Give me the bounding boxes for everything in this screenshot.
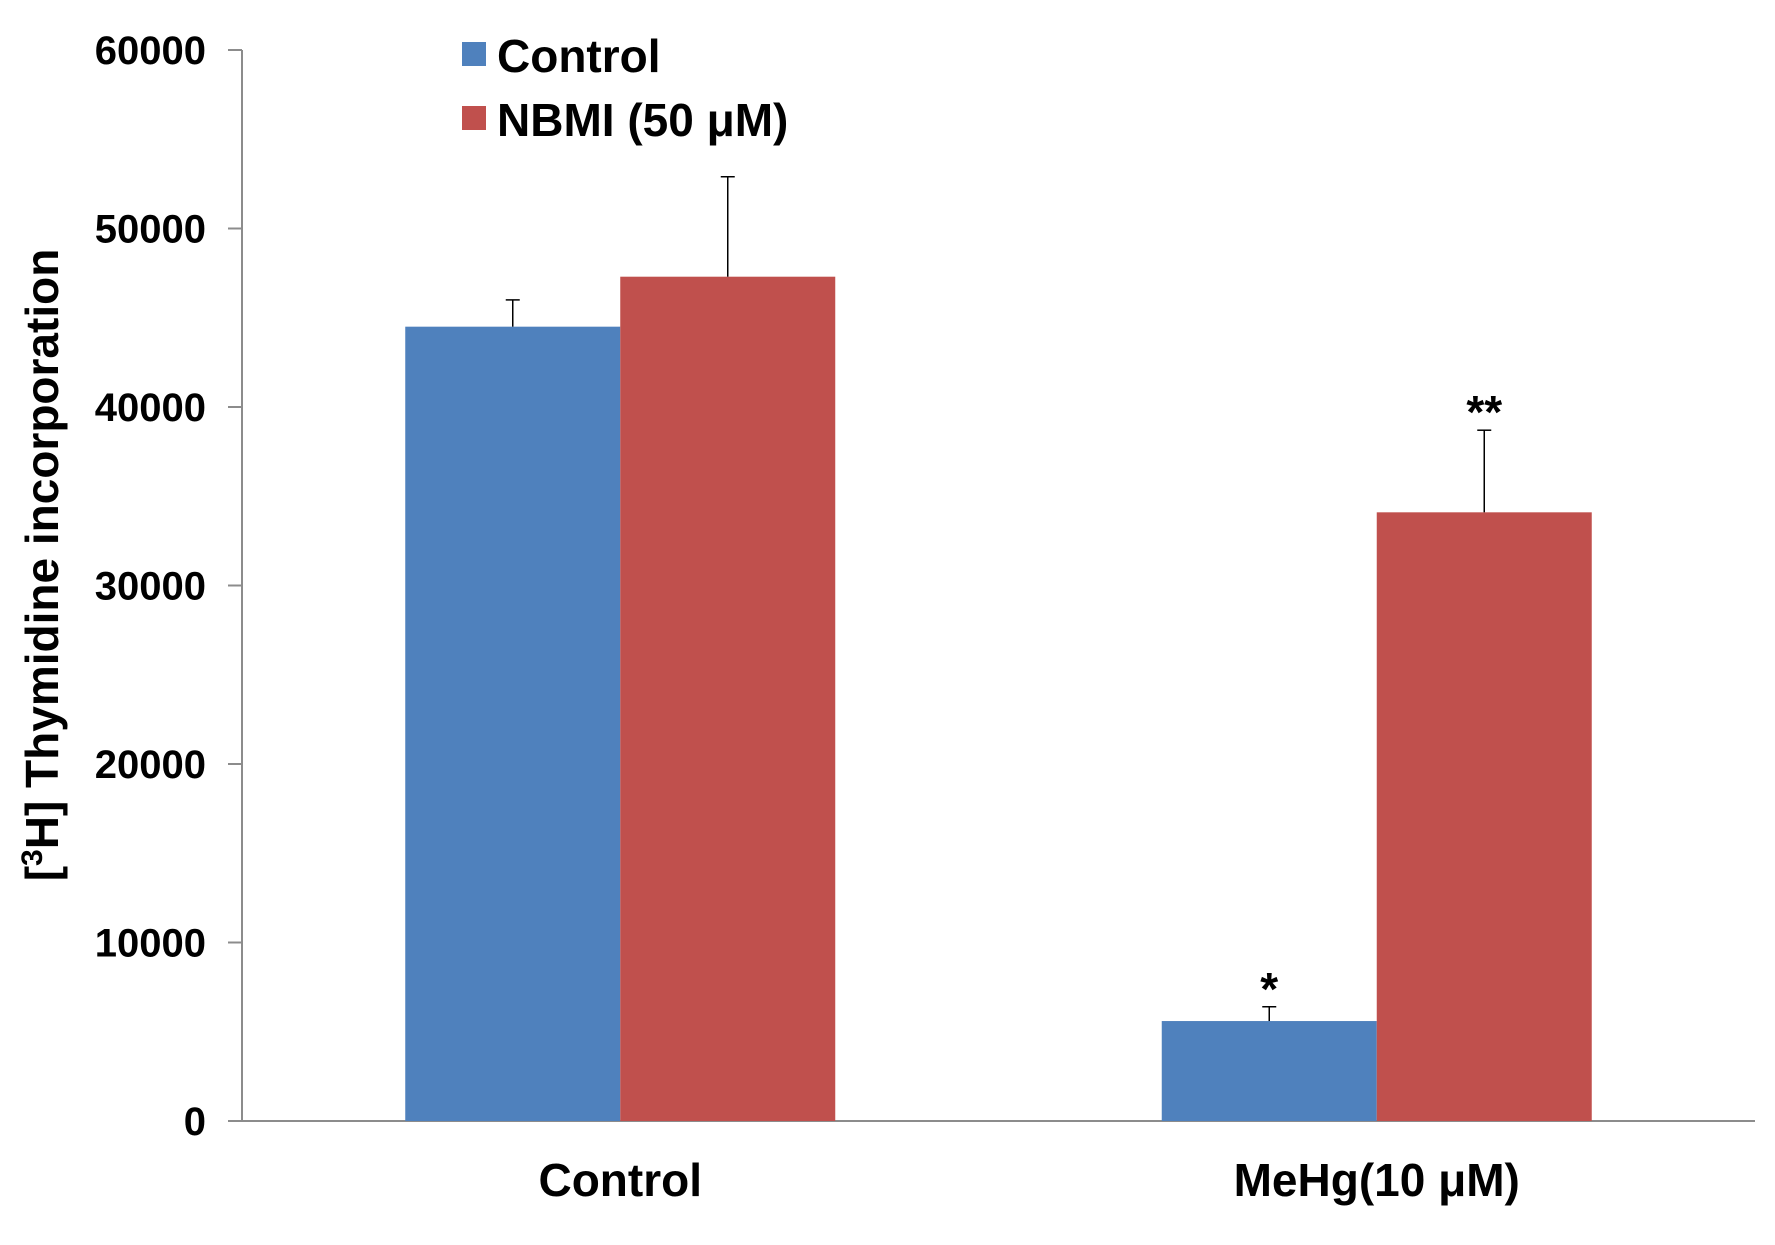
- y-tick-label: 0: [184, 1100, 206, 1144]
- bar: [405, 326, 621, 1121]
- x-category-label: MeHg(10 μM): [1234, 1154, 1520, 1206]
- y-tick-label: 50000: [95, 208, 206, 252]
- legend: Control NBMI (50 μM): [462, 30, 788, 146]
- y-tick-label: 30000: [95, 565, 206, 609]
- y-axis-title-superscript: 3: [16, 849, 49, 866]
- y-tick-label: 10000: [95, 922, 206, 966]
- legend-swatch: [462, 106, 486, 130]
- y-tick-label: 40000: [95, 386, 206, 430]
- legend-label: Control: [497, 30, 661, 82]
- bar: [1376, 512, 1592, 1121]
- bar: [1161, 1021, 1377, 1121]
- bar: [620, 276, 836, 1121]
- y-axis: 0 10000 20000 30000 40000 50000 60000: [95, 29, 243, 1144]
- y-axis-title: [3H] Thymidine incorporation: [16, 249, 69, 882]
- y-axis-title-prefix: [: [16, 866, 68, 881]
- bars: ***: [405, 175, 1592, 1121]
- y-axis-title-suffix: H] Thymidine incorporation: [16, 249, 68, 850]
- x-category-label: Control: [538, 1154, 702, 1206]
- significance-marker: **: [1466, 386, 1502, 438]
- y-tick-label: 20000: [95, 743, 206, 787]
- y-tick-label: 60000: [95, 29, 206, 73]
- significance-marker: *: [1260, 963, 1278, 1015]
- x-axis: Control MeHg(10 μM): [242, 1120, 1755, 1206]
- legend-swatch: [462, 42, 486, 66]
- legend-label: NBMI (50 μM): [497, 94, 788, 146]
